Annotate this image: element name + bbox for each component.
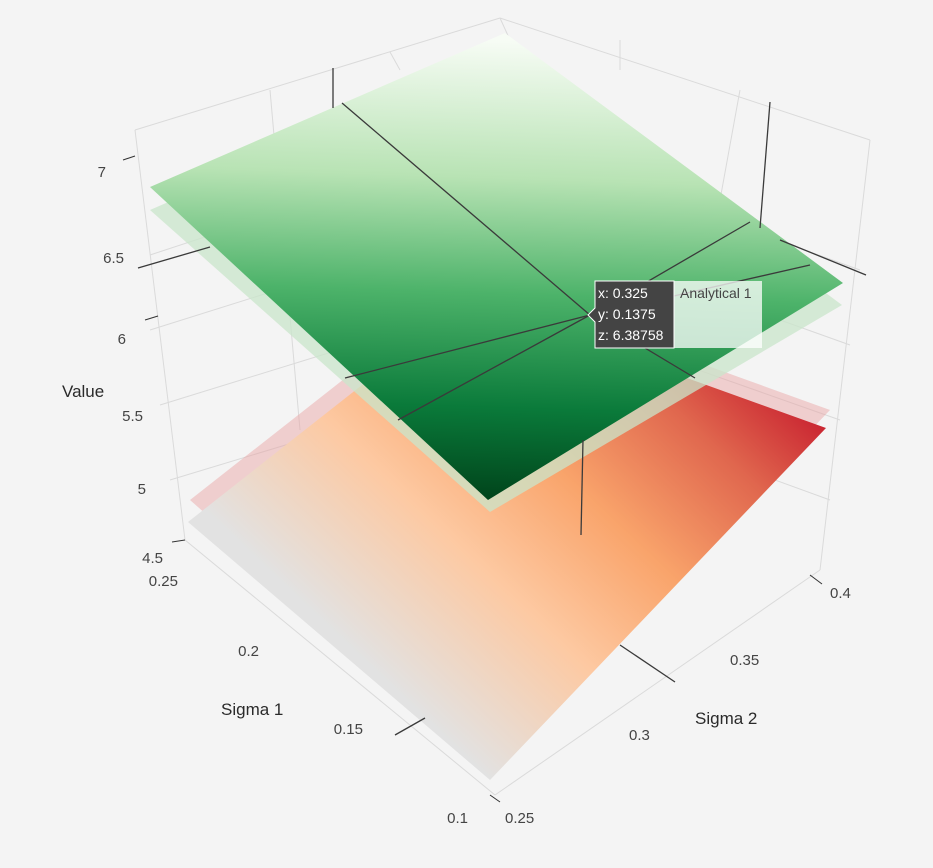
y-tick-label: 0.2 (238, 643, 259, 660)
z-tick-label: 5 (138, 481, 146, 498)
tooltip-y: y: 0.1375 (598, 306, 656, 322)
z-tick-label: 6.5 (103, 250, 124, 267)
x-tick-label: 0.4 (830, 585, 851, 602)
y-axis: 0.25 0.2 0.15 0.1 Sigma 1 (149, 573, 468, 827)
surface-analytical-1-face[interactable] (150, 33, 843, 500)
y-tick-label: 0.1 (447, 810, 468, 827)
z-axis-title: Value (62, 382, 104, 401)
y-tick-label: 0.15 (334, 721, 363, 738)
z-tick-label: 5.5 (122, 408, 143, 425)
surface-lower-face[interactable] (188, 300, 826, 780)
hover-spikelines (137, 68, 867, 736)
x-tick-label: 0.3 (629, 727, 650, 744)
tooltip-x: x: 0.325 (598, 285, 648, 301)
y-axis-title: Sigma 1 (221, 700, 283, 719)
y-tick-label: 0.25 (149, 573, 178, 590)
z-tick-label: 4.5 (142, 550, 163, 567)
tooltip-box (587, 280, 675, 349)
x-tick-label: 0.25 (505, 810, 534, 827)
z-axis: 7 6.5 6 5.5 5 4.5 Value (62, 164, 163, 567)
x-axis-title: Sigma 2 (695, 709, 757, 728)
tooltip-series-box (674, 281, 762, 348)
z-tick-label: 6 (118, 331, 126, 348)
hover-tooltip: x: 0.325 y: 0.1375 z: 6.38758 Analytical… (587, 280, 762, 349)
surface-analytical-1[interactable] (150, 33, 843, 512)
z-tick-label: 7 (98, 164, 106, 181)
x-axis: 0.25 0.3 0.35 0.4 Sigma 2 (505, 585, 851, 827)
x-tick-label: 0.35 (730, 652, 759, 669)
tick-marks (122, 155, 823, 803)
tooltip-series-name: Analytical 1 (680, 285, 752, 301)
tooltip-z: z: 6.38758 (598, 327, 664, 343)
